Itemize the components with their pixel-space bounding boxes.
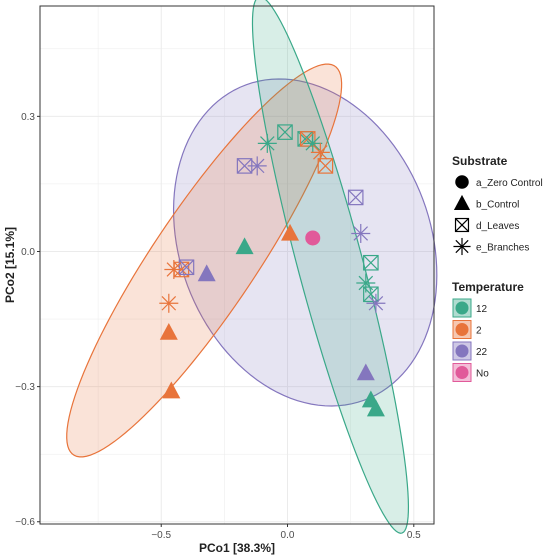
point-asterisk-stroke [260, 136, 275, 151]
point-asterisk-22 [247, 156, 267, 176]
legend-item-label: b_Control [476, 200, 519, 211]
point-box-diag [236, 158, 253, 174]
point-triangle [281, 223, 300, 241]
point-circle [305, 230, 321, 246]
legend-item-label: e_Branches [476, 243, 529, 254]
legend-key-color [452, 298, 472, 318]
point-box [299, 131, 316, 147]
point-box-diag [317, 158, 334, 174]
point-asterisk-12 [303, 133, 323, 153]
legend-key-dot [455, 344, 469, 358]
legend-key-dot [455, 301, 469, 315]
x-tick-label: −0.5 [151, 530, 171, 541]
legend-key-dot [455, 323, 469, 336]
point-asterisk-stroke [368, 296, 384, 311]
point-asterisk-stroke [358, 275, 374, 291]
legend-key-color [452, 341, 472, 361]
x-tick-label: 0.0 [281, 530, 295, 541]
legend-key-asterisk [453, 237, 471, 256]
legend-item-label: a_Zero Control [476, 178, 543, 189]
point-boxed-x-22 [178, 259, 195, 276]
point-box-diag [348, 189, 364, 206]
point-box-diag [178, 259, 195, 275]
y-tick-label: 0.3 [21, 112, 35, 123]
point-asterisk-stroke [455, 239, 469, 254]
point-triangle [235, 237, 254, 255]
point-boxed-x-22 [347, 189, 364, 206]
point-box-diag [363, 255, 379, 271]
point-triangle-22 [356, 363, 375, 381]
legend-key-color [452, 320, 472, 339]
legend-title: Substrate [452, 154, 508, 168]
point-triangle [366, 399, 385, 417]
x-axis-ticks: −0.5 0.0 0.5 [151, 524, 421, 541]
point-asterisk-2 [159, 293, 179, 313]
point-triangle-2 [162, 381, 181, 399]
point-asterisk-stroke [305, 136, 321, 151]
point-box [277, 124, 293, 140]
point-triangle-12 [366, 399, 385, 417]
point-asterisk-22 [366, 293, 386, 313]
point-box [347, 189, 364, 206]
y-tick-label: 0.0 [21, 247, 35, 258]
point-asterisk-12 [356, 273, 376, 293]
point-asterisk-stroke [166, 262, 182, 277]
point-box [454, 217, 470, 233]
legend-item-label: 22 [476, 347, 488, 358]
point-triangle-2 [281, 223, 300, 241]
legend-key-boxed-x [454, 217, 470, 233]
point-circle-No [305, 230, 321, 246]
point-triangle [197, 264, 216, 282]
point-asterisk-22 [351, 223, 371, 243]
point-box-diag [455, 218, 469, 232]
point-triangle [159, 322, 178, 340]
point-asterisk-stroke [353, 226, 369, 241]
point-circle [455, 175, 469, 189]
y-axis-ticks: 0.3 0.0 −0.3 −0.6 [15, 112, 40, 528]
point-box [363, 286, 379, 303]
point-triangle [453, 194, 471, 210]
point-box [317, 158, 334, 174]
point-box [363, 254, 379, 271]
point-asterisk-2 [164, 260, 184, 280]
legend-key-dot [455, 366, 469, 379]
point-asterisk-stroke [249, 158, 265, 174]
legend-item-label: d_Leaves [476, 221, 519, 232]
point-asterisk-2 [310, 142, 330, 162]
point-asterisk-stroke [161, 296, 177, 311]
point-box-diag [277, 124, 293, 140]
legend-key-color [452, 363, 472, 382]
point-triangle [356, 363, 375, 381]
data-points [159, 124, 386, 417]
legend-item-label: 12 [476, 304, 488, 315]
legend-item-label: No [476, 369, 489, 380]
y-tick-label: −0.3 [15, 382, 35, 393]
x-tick-label: 0.5 [407, 530, 421, 541]
grid [40, 6, 434, 524]
legend-title: Temperature [452, 280, 524, 294]
x-axis-title: PCo1 [38.3%] [199, 541, 275, 555]
point-triangle-22 [197, 264, 216, 282]
legend: Substrate a_Zero Control b_Control d_Leaves… [452, 154, 543, 382]
y-tick-label: −0.6 [15, 517, 35, 528]
point-boxed-x-12 [363, 254, 379, 271]
legend-item-label: 2 [476, 326, 482, 337]
legend-key-circle [455, 175, 469, 189]
point-asterisk-12 [257, 133, 277, 153]
legend-key-triangle [453, 194, 471, 210]
panel-border [39, 5, 435, 525]
point-triangle [162, 381, 181, 399]
point-asterisk-stroke [313, 145, 328, 160]
point-box [178, 259, 195, 276]
point-boxed-x-12 [277, 124, 293, 140]
point-triangle-12 [235, 237, 254, 255]
point-triangle-2 [159, 322, 178, 340]
y-axis-title: PCo2 [15.1%] [3, 227, 17, 303]
point-box-diag [363, 286, 379, 302]
